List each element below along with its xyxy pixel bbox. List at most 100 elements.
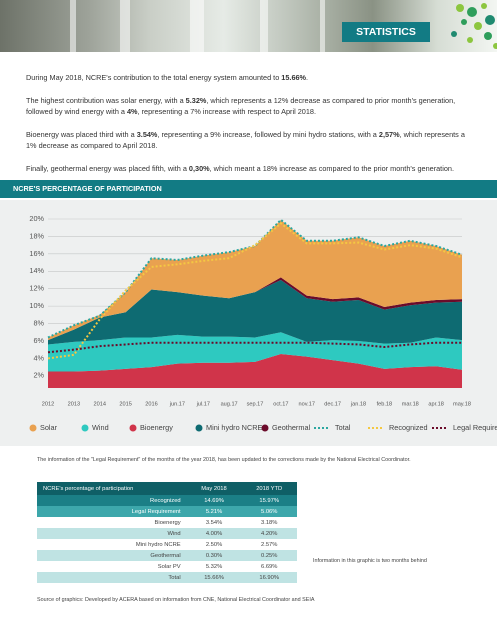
cell: 15.66% xyxy=(204,574,224,581)
cell: 0.30% xyxy=(205,552,223,559)
row: Total 15.66% 16.90% xyxy=(37,572,297,583)
legend-label: Total xyxy=(335,423,351,432)
legend-swatch xyxy=(129,424,137,432)
highlight: 15.66% xyxy=(281,73,307,82)
row: Solar PV 5.32% 6.69% xyxy=(37,561,297,572)
y-tick-label: 6% xyxy=(33,336,44,345)
header-cell: NCRE's percentage of participation xyxy=(37,482,187,495)
text: The highest contribution was solar energ… xyxy=(26,96,186,105)
x-tick-label: jun.17 xyxy=(169,401,185,407)
x-tick-label: 2013 xyxy=(68,401,80,407)
text: , representing a 7% increase with respec… xyxy=(137,106,317,116)
cell: 2.57% xyxy=(260,541,278,548)
header-cell: 2018 YTD xyxy=(241,482,297,495)
text: , representing a 9% increase, followed b… xyxy=(157,130,379,139)
legend-label: Recognized xyxy=(389,423,428,432)
row-label: Legal Requirement xyxy=(131,508,181,515)
cell: 3.18% xyxy=(260,519,278,526)
header-row: NCRE's percentage of participation May 20… xyxy=(37,482,297,495)
y-tick-label: 2% xyxy=(33,371,44,380)
row: Legal Requirement 5.21% 5.06% xyxy=(37,506,297,517)
cell: 16.90% xyxy=(259,574,280,581)
side-note: Information in this graphic is two month… xyxy=(313,558,427,564)
cell: 15.97% xyxy=(259,497,280,504)
cell: 4.20% xyxy=(260,530,278,537)
highlight: 3.54% xyxy=(136,130,158,139)
x-tick-label: nov.17 xyxy=(299,401,315,407)
legend-swatch xyxy=(195,424,203,432)
cell: 2.50% xyxy=(205,541,223,548)
row: Wind 4.00% 4.20% xyxy=(37,528,297,539)
text: Bioenergy was placed third with a xyxy=(26,130,137,139)
text: . xyxy=(306,73,309,82)
section-bar: NCRE'S PERCENTAGE OF PARTICIPATION xyxy=(0,180,497,198)
y-tick-label: 8% xyxy=(33,318,44,327)
x-tick-label: aug.17 xyxy=(221,401,238,407)
x-tick-label: 2016 xyxy=(145,401,157,407)
row-label: Bioenergy xyxy=(154,519,181,526)
highlight: 2,57% xyxy=(378,130,400,139)
line xyxy=(47,222,463,360)
line xyxy=(47,218,463,339)
area xyxy=(48,332,462,372)
table: NCRE's percentage of participation May 20… xyxy=(37,482,297,583)
header-cell: May 2018 xyxy=(186,482,242,495)
cell: 5.21% xyxy=(205,508,223,515)
y-tick-label: 20% xyxy=(29,214,44,223)
y-tick-label: 18% xyxy=(29,231,44,240)
x-tick-label: 2015 xyxy=(119,401,131,407)
y-tick-label: 16% xyxy=(29,249,44,258)
x-tick-label: may.18 xyxy=(453,401,471,407)
legend-label: Legal Requirement xyxy=(453,423,497,432)
legend-label: Mini hydro NCRE xyxy=(206,423,262,432)
legend-label: Bioenergy xyxy=(140,423,173,432)
legend-label: Wind xyxy=(92,423,109,432)
legend-swatch xyxy=(261,424,269,432)
x-tick-label: feb.18 xyxy=(377,401,393,407)
x-tick-label: dec.17 xyxy=(324,401,341,407)
header-title: STATISTICS xyxy=(342,22,430,42)
text: , which represents a 1% decrease as comp… xyxy=(26,130,465,150)
row: Recognized 14.69% 15.97% xyxy=(37,495,297,506)
source: Source of graphics: Developed by ACERA b… xyxy=(37,597,315,603)
legend-swatch xyxy=(29,424,37,432)
x-tick-label: oct.17 xyxy=(273,401,288,407)
highlight: 5.32% xyxy=(185,96,207,105)
cell: 3.54% xyxy=(205,519,223,526)
row-label: Solar PV xyxy=(157,563,181,570)
x-tick-label: jul.17 xyxy=(196,401,210,407)
cell: 5.32% xyxy=(205,563,223,570)
area xyxy=(48,279,462,345)
legend-swatch xyxy=(81,424,89,432)
text: , which meant a 18% increase as compared… xyxy=(209,164,454,173)
section-title: NCRE'S PERCENTAGE OF PARTICIPATION xyxy=(13,184,162,193)
x-tick-label: 2014 xyxy=(94,401,106,407)
area xyxy=(48,354,462,388)
legend-label: Geothermal xyxy=(272,423,311,432)
x-tick-label: 2012 xyxy=(42,401,54,407)
text: Finally, geothermal energy was placed fi… xyxy=(26,164,189,173)
x-tick-label: jan.18 xyxy=(350,401,366,407)
area xyxy=(48,219,462,341)
text: , which represents a 12% decrease as com… xyxy=(26,96,456,116)
line xyxy=(47,341,462,354)
cell: 0.25% xyxy=(260,552,278,559)
chart-note: The information of the "Legal Requiremen… xyxy=(37,457,411,463)
row-label: Recognized xyxy=(150,497,181,504)
y-tick-label: 4% xyxy=(33,353,44,362)
highlight: 4% xyxy=(127,106,138,116)
row-label: Mini hydro NCRE xyxy=(135,541,181,548)
paragraph: Finally, geothermal energy was placed fi… xyxy=(26,164,474,175)
y-tick-label: 10% xyxy=(29,301,44,310)
row: Geothermal 0.30% 0.25% xyxy=(37,550,297,561)
y-tick-label: 14% xyxy=(29,266,44,275)
highlight: 0,30% xyxy=(188,164,210,173)
paragraph: During May 2018, NCRE's contribution to … xyxy=(26,73,474,84)
y-tick-label: 12% xyxy=(29,284,44,293)
text: During May 2018, NCRE's contribution to … xyxy=(26,73,282,82)
cell: 6.69% xyxy=(260,563,278,570)
row-label: Wind xyxy=(167,530,181,537)
logo xyxy=(451,3,497,49)
